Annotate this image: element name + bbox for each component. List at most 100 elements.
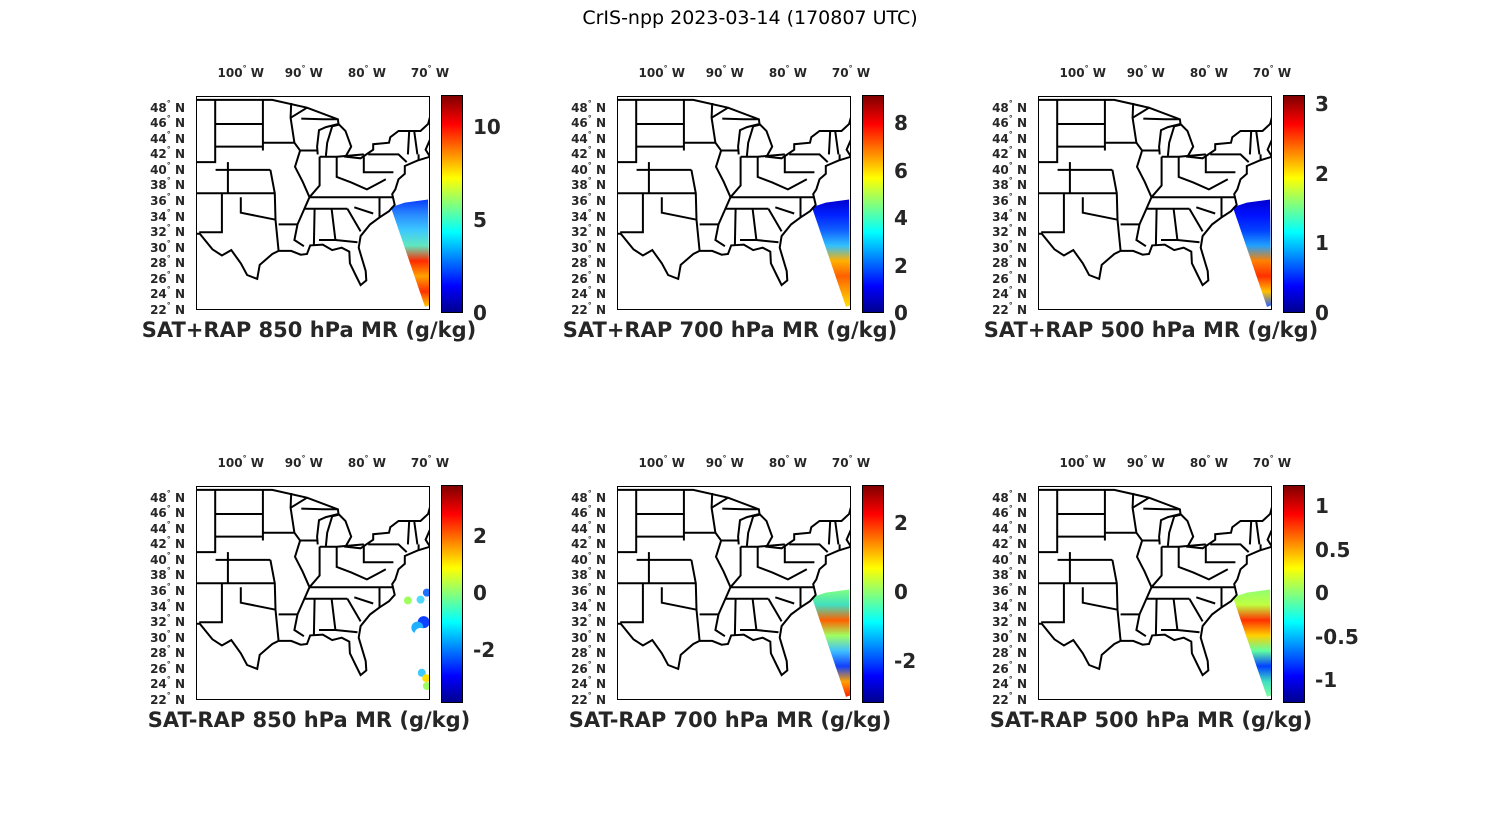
map-panel: 100° W 90° W 80° W 70° W 48° N 46° N 44° N 42° … — [563, 62, 987, 362]
lat-tick-label: 24° N — [571, 675, 606, 692]
state-border — [729, 546, 742, 588]
state-border — [1041, 583, 1065, 624]
lat-tick-label: 46° N — [571, 504, 606, 521]
state-border — [1132, 496, 1150, 509]
coastline — [1039, 488, 1271, 677]
lat-tick-label: 34° N — [150, 597, 185, 614]
state-border — [353, 596, 374, 605]
lat-tick-label: 22° N — [571, 691, 606, 707]
state-border — [1248, 130, 1253, 155]
state-border — [197, 489, 217, 554]
lat-tick-label: 24° N — [150, 285, 185, 302]
map-axes — [617, 486, 851, 700]
state-border — [1154, 598, 1158, 635]
lat-tick-label: 30° N — [571, 628, 606, 645]
state-border — [301, 117, 338, 121]
state-border — [756, 156, 808, 191]
state-border — [269, 559, 280, 641]
colorbar — [862, 95, 884, 313]
lon-tick-label: 90° W — [284, 64, 323, 80]
lat-tick-label: 28° N — [571, 644, 606, 661]
colorbar-tick-label: -0.5 — [1315, 624, 1359, 649]
colorbar-tick-label: 1 — [1315, 231, 1329, 256]
state-border — [335, 629, 358, 634]
state-border — [1135, 196, 1153, 248]
lat-tick-label: 44° N — [571, 519, 606, 536]
lat-tick-label: 34° N — [992, 597, 1027, 614]
state-border — [834, 130, 840, 155]
lat-tick-label: 42° N — [571, 535, 606, 552]
lat-tick-label: 26° N — [571, 269, 606, 286]
panel-title: SAT+RAP 700 hPa MR (g/kg) — [562, 318, 898, 342]
data-point — [416, 595, 425, 604]
state-border — [745, 513, 760, 546]
colorbar-tick-label: 6 — [894, 158, 908, 183]
state-border — [620, 193, 644, 234]
lon-tick-label: 70° W — [410, 64, 450, 80]
lat-tick-label: 42° N — [992, 535, 1027, 552]
lat-tick-label: 48° N — [150, 488, 185, 505]
state-border — [197, 99, 217, 164]
lat-tick-label: 34° N — [992, 207, 1027, 224]
state-border — [1131, 102, 1153, 198]
lat-tick-label: 24° N — [992, 285, 1027, 302]
lon-tick-label: 80° W — [1189, 454, 1228, 470]
state-border — [1166, 123, 1181, 156]
lon-tick-label: 100° W — [638, 64, 686, 80]
lat-tick-label: 42° N — [571, 145, 606, 162]
lat-tick-label: 28° N — [150, 254, 185, 271]
lat-tick-label: 28° N — [571, 254, 606, 271]
state-border — [1177, 546, 1229, 581]
state-border — [1039, 489, 1059, 554]
state-border — [1177, 629, 1200, 634]
lat-tick-label: 30° N — [150, 628, 185, 645]
state-border — [756, 239, 779, 244]
satellite-swath — [390, 199, 429, 307]
lon-tick-label: 70° W — [831, 64, 871, 80]
state-border — [1177, 156, 1229, 191]
lat-tick-label: 32° N — [571, 223, 606, 240]
state-border — [293, 586, 311, 638]
colorbar-tick-label: 0 — [473, 301, 487, 325]
colorbar-tick-label: 5 — [473, 207, 487, 232]
data-point — [422, 588, 429, 597]
map-axes — [1038, 96, 1272, 310]
lon-tick-label: 90° W — [1126, 64, 1165, 80]
state-border — [269, 169, 280, 251]
figure-title: CrIS-npp 2023-03-14 (170807 UTC) — [582, 7, 918, 29]
satellite-swath — [1232, 199, 1271, 307]
lat-tick-label: 42° N — [150, 145, 185, 162]
lat-tick-label: 26° N — [992, 659, 1027, 676]
map-panel: 100° W 90° W 80° W 70° W 48° N 46° N 44° N 42° … — [142, 62, 566, 362]
lon-tick-label: 80° W — [768, 454, 807, 470]
map-panel: 100° W 90° W 80° W 70° W 48° N 46° N 44° N 42° … — [984, 62, 1408, 362]
state-border — [620, 583, 644, 624]
lon-tick-label: 100° W — [1059, 64, 1107, 80]
state-border — [324, 123, 339, 156]
state-border — [1150, 156, 1163, 198]
state-border — [308, 156, 321, 198]
lat-tick-label: 34° N — [571, 597, 606, 614]
lat-tick-label: 38° N — [150, 176, 185, 193]
state-border — [346, 598, 362, 622]
colorbar — [862, 485, 884, 703]
state-border — [324, 513, 339, 546]
lat-tick-label: 36° N — [992, 582, 1027, 599]
lon-tick-label: 100° W — [217, 64, 265, 80]
state-border — [346, 208, 362, 232]
state-border — [239, 587, 276, 611]
colorbar-tick-label: 2 — [1315, 161, 1329, 186]
lon-tick-label: 80° W — [347, 64, 386, 80]
state-border — [1248, 520, 1253, 545]
lat-tick-label: 22° N — [992, 301, 1027, 317]
state-border — [827, 130, 832, 155]
colorbar-tick-label: 3 — [1315, 92, 1329, 117]
lat-tick-label: 40° N — [150, 550, 185, 567]
state-border — [660, 587, 697, 611]
lat-tick-label: 44° N — [150, 519, 185, 536]
lat-tick-label: 48° N — [571, 98, 606, 115]
satellite-swath — [1232, 589, 1271, 697]
lat-tick-label: 36° N — [992, 192, 1027, 209]
lat-tick-label: 32° N — [150, 613, 185, 630]
